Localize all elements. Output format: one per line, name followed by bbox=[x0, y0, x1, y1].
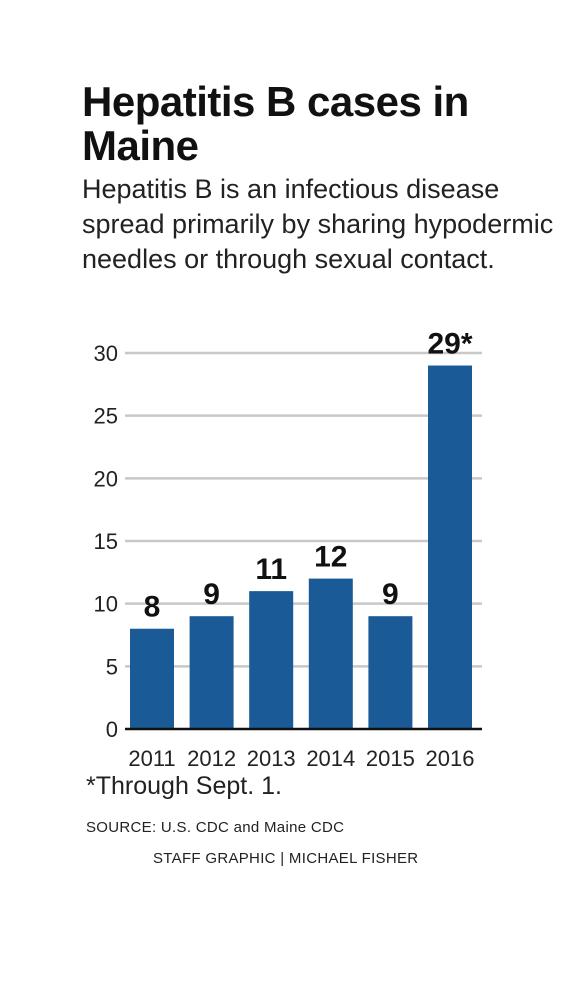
y-tick-label: 30 bbox=[94, 341, 118, 366]
source-note: SOURCE: U.S. CDC and Maine CDC bbox=[86, 819, 345, 836]
bar-2013 bbox=[249, 591, 294, 729]
y-tick-label: 5 bbox=[106, 654, 118, 679]
y-tick-label: 20 bbox=[94, 466, 118, 491]
chart-title: Hepatitis B cases in Maine bbox=[82, 78, 469, 169]
bar-2011 bbox=[130, 628, 174, 729]
chart-subtitle: Hepatitis B is an infectious disease spr… bbox=[82, 174, 554, 274]
x-tick-label: 2011 bbox=[128, 746, 175, 771]
x-tick-label: 2013 bbox=[247, 746, 296, 771]
y-axis-ticks: 0 5 10 15 20 25 30 bbox=[94, 341, 118, 742]
gridlines bbox=[125, 351, 482, 668]
data-label-2014: 12 bbox=[314, 541, 347, 574]
x-tick-label: 2016 bbox=[426, 746, 475, 771]
bar-2016 bbox=[428, 365, 472, 729]
x-tick-label: 2015 bbox=[366, 746, 415, 771]
x-tick-label: 2012 bbox=[187, 746, 236, 771]
x-axis-ticks: 2011 2012 2013 2014 2015 2016 bbox=[128, 746, 474, 771]
y-tick-label: 10 bbox=[94, 592, 118, 617]
bars bbox=[130, 365, 472, 729]
data-label-2013: 11 bbox=[255, 553, 287, 586]
y-tick-label: 25 bbox=[94, 404, 118, 429]
data-labels: 8 9 11 12 9 29* bbox=[144, 328, 473, 624]
bar-2012 bbox=[189, 616, 234, 729]
bar-chart: 0 5 10 15 20 25 30 8 9 11 12 9 29* 2011 2012 2013 2014… bbox=[94, 328, 482, 771]
data-label-2015: 9 bbox=[382, 578, 399, 611]
data-label-2011: 8 bbox=[144, 591, 161, 624]
data-label-2012: 9 bbox=[203, 578, 220, 611]
data-label-2016: 29* bbox=[427, 328, 472, 361]
x-tick-label: 2014 bbox=[306, 746, 355, 771]
credit-line: STAFF GRAPHIC | MICHAEL FISHER bbox=[153, 850, 419, 867]
y-tick-label: 15 bbox=[94, 529, 118, 554]
bar-2015 bbox=[368, 616, 413, 729]
footnote: *Through Sept. 1. bbox=[86, 772, 282, 800]
bar-2014 bbox=[308, 578, 353, 729]
y-tick-label: 0 bbox=[106, 717, 118, 742]
